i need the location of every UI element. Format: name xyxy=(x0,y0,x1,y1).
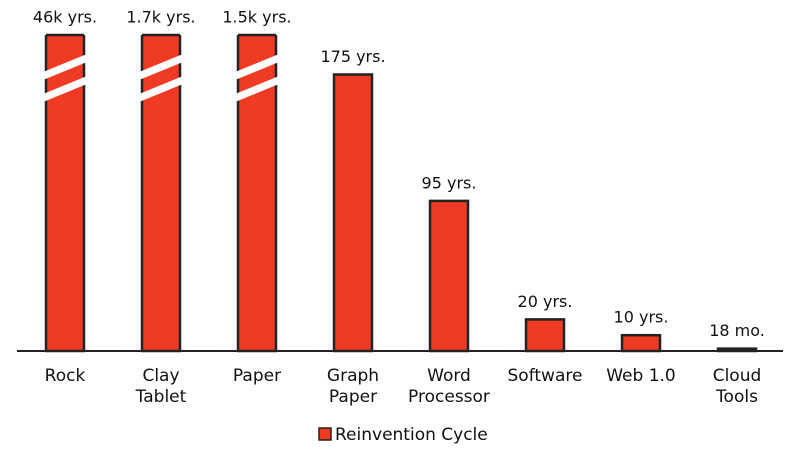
value-label: 1.5k yrs. xyxy=(222,8,291,27)
x-tick-label: Web 1.0 xyxy=(606,366,676,386)
bar xyxy=(44,35,86,353)
x-tick-label: Rock xyxy=(45,366,86,386)
axis-break xyxy=(43,54,87,80)
legend-swatch xyxy=(318,427,332,441)
axis-break xyxy=(139,76,183,102)
legend: Reinvention Cycle xyxy=(318,425,488,445)
bar xyxy=(140,35,182,353)
value-label: 18 mo. xyxy=(709,321,765,340)
axis-break xyxy=(235,76,279,102)
legend-label: Reinvention Cycle xyxy=(335,425,488,445)
axis-break xyxy=(235,54,279,80)
x-tick-label: Software xyxy=(508,366,583,386)
x-tick-label: Word Processor xyxy=(408,366,490,407)
bar xyxy=(236,35,278,353)
value-label: 175 yrs. xyxy=(320,47,385,66)
bar xyxy=(524,318,566,353)
axis-break xyxy=(43,76,87,102)
bar xyxy=(620,333,662,353)
bar xyxy=(332,73,374,353)
value-label: 95 yrs. xyxy=(422,173,477,192)
value-label: 1.7k yrs. xyxy=(126,8,195,27)
value-label: 46k yrs. xyxy=(33,8,97,27)
value-label: 10 yrs. xyxy=(614,308,669,327)
x-tick-label: Paper xyxy=(233,366,281,386)
x-tick-label: Cloud Tools xyxy=(713,366,762,407)
axis-break xyxy=(139,54,183,80)
value-label: 20 yrs. xyxy=(518,292,573,311)
x-tick-label: Clay Tablet xyxy=(135,366,187,407)
bar xyxy=(428,199,470,353)
x-tick-label: Graph Paper xyxy=(327,366,379,407)
